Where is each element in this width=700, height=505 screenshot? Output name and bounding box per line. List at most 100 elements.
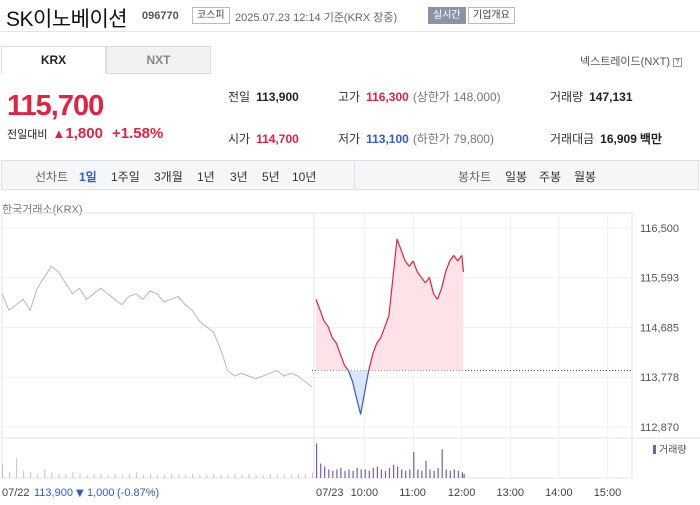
volume-bar-today xyxy=(405,470,407,478)
volume-bar-prev xyxy=(23,470,25,478)
price-change: 전일대비 ▲1,800 +1.58% xyxy=(7,125,163,142)
volume-bar-today xyxy=(360,469,362,478)
quote-value: 114,700 xyxy=(256,132,299,146)
volume-bar-prev xyxy=(262,475,264,478)
volume-bar-prev xyxy=(72,472,74,478)
price-line-segment xyxy=(457,255,463,262)
realtime-button[interactable]: 실시간 xyxy=(428,7,466,24)
quote-label: 전일 xyxy=(228,90,251,104)
nxt-link[interactable]: 넥스트레이드(NXT)? xyxy=(580,53,682,69)
volume-bar-prev xyxy=(241,475,243,478)
price-line-segment xyxy=(351,381,358,399)
tab-nxt[interactable]: NXT xyxy=(106,46,211,74)
volume-bar-prev xyxy=(37,473,39,478)
volume-bar-prev xyxy=(178,475,180,478)
volume-bar-prev xyxy=(248,473,250,478)
quote-label: 거래대금 xyxy=(550,132,595,146)
quote-value: 16,909 xyxy=(600,132,637,146)
volume-bar-prev xyxy=(9,472,10,478)
volume-bar-prev xyxy=(171,473,173,478)
volume-bar-prev xyxy=(220,475,222,478)
period-1y[interactable]: 1년 xyxy=(197,170,215,184)
volume-bar-today xyxy=(433,470,435,478)
volume-bar-prev xyxy=(128,473,130,478)
quote-volume: 거래량 147,131 xyxy=(550,88,633,105)
candle-monthly[interactable]: 월봉 xyxy=(574,170,597,184)
price-line-segment xyxy=(400,249,406,262)
period-3m[interactable]: 3개월 xyxy=(154,170,183,184)
volume-bar-today xyxy=(332,470,334,478)
period-10y[interactable]: 10년 xyxy=(292,170,317,184)
candle-daily[interactable]: 일봉 xyxy=(505,170,528,184)
price-line-segment xyxy=(412,260,418,273)
volume-bar-today xyxy=(356,467,358,478)
tab-krx[interactable]: KRX xyxy=(1,46,106,74)
y-tick-label: 113,778 xyxy=(640,372,679,384)
stock-code: 096770 xyxy=(142,10,179,22)
quote-label: 거래량 xyxy=(550,90,584,104)
quote-label: 시가 xyxy=(228,132,251,146)
company-info-button[interactable]: 기업개요 xyxy=(468,7,515,24)
x-tick-label: 14:00 xyxy=(545,487,573,499)
period-5y[interactable]: 5년 xyxy=(262,170,280,184)
volume-bar-today xyxy=(453,469,455,478)
volume-bar-today xyxy=(388,467,391,478)
volume-legend-swatch xyxy=(653,445,656,454)
quote-prev-close: 전일 113,900 xyxy=(228,88,299,105)
price-line-segment xyxy=(355,397,362,415)
volume-bar-prev xyxy=(213,473,215,478)
volume-bar-prev xyxy=(51,472,53,478)
volume-bar-prev xyxy=(150,473,151,478)
x-tick-label: 13:00 xyxy=(496,487,524,499)
quote-value: 113,100 xyxy=(366,132,409,146)
period-selector: 선차트 1일 1주일 3개월 1년 3년 5년 10년 봉차트 일봉 주봉 월봉 xyxy=(1,160,699,190)
volume-bar-prev xyxy=(142,475,144,478)
period-1d[interactable]: 1일 xyxy=(79,170,97,184)
price-line-segment xyxy=(319,309,325,322)
volume-bar-prev xyxy=(185,475,187,478)
volume-bar-prev xyxy=(58,473,60,478)
volume-bar-prev xyxy=(290,475,292,478)
quote-open: 시가 114,700 xyxy=(228,130,299,147)
price-line-segment xyxy=(453,255,459,262)
volume-bar-prev xyxy=(297,473,299,478)
up-arrow-icon: ▲ xyxy=(52,126,66,141)
volume-bar-prev xyxy=(192,473,194,478)
volume-bar-prev xyxy=(114,473,116,478)
volume-bar-prev xyxy=(227,475,229,478)
volume-bar-today xyxy=(380,469,382,478)
nxt-link-label[interactable]: 넥스트레이드(NXT) xyxy=(579,56,670,68)
volume-bar-today xyxy=(397,466,399,478)
area-above-baseline xyxy=(316,239,464,371)
volume-bar-prev xyxy=(157,475,158,478)
lower-limit: (하한가 79,800) xyxy=(412,132,494,146)
divider xyxy=(354,161,355,189)
volume-bar-prev xyxy=(86,475,88,478)
price-line-segment xyxy=(388,277,394,316)
volume-bar-today xyxy=(421,470,423,478)
volume-bar-prev xyxy=(164,475,165,478)
price-line-segment xyxy=(368,353,374,371)
price-line-segment xyxy=(323,320,329,328)
volume-bar-today xyxy=(457,470,459,478)
period-3y[interactable]: 3년 xyxy=(230,170,248,184)
x-tick-label: 07/23 xyxy=(316,487,344,499)
price-line-segment xyxy=(376,337,382,344)
volume-bar-prev xyxy=(107,475,109,478)
price-line-segment xyxy=(327,326,333,338)
prev-day-line xyxy=(1,265,313,388)
period-1w[interactable]: 1주일 xyxy=(111,170,140,184)
volume-bar-prev xyxy=(79,473,81,478)
candle-weekly[interactable]: 주봉 xyxy=(539,170,562,184)
quote-value: 113,900 xyxy=(256,90,299,104)
volume-bar-today xyxy=(344,470,346,478)
quote-datetime: 2025.07.23 12:14 기준(KRX 장중) xyxy=(235,12,398,24)
price-line-segment xyxy=(380,326,386,338)
volume-bar-prev xyxy=(44,469,46,478)
x-tick-label: 11:00 xyxy=(399,487,426,499)
upper-limit: (상한가 148,000) xyxy=(412,90,501,104)
price-line-segment xyxy=(360,392,366,415)
down-arrow-icon: ▼ xyxy=(76,488,84,499)
help-icon[interactable]: ? xyxy=(673,58,682,67)
